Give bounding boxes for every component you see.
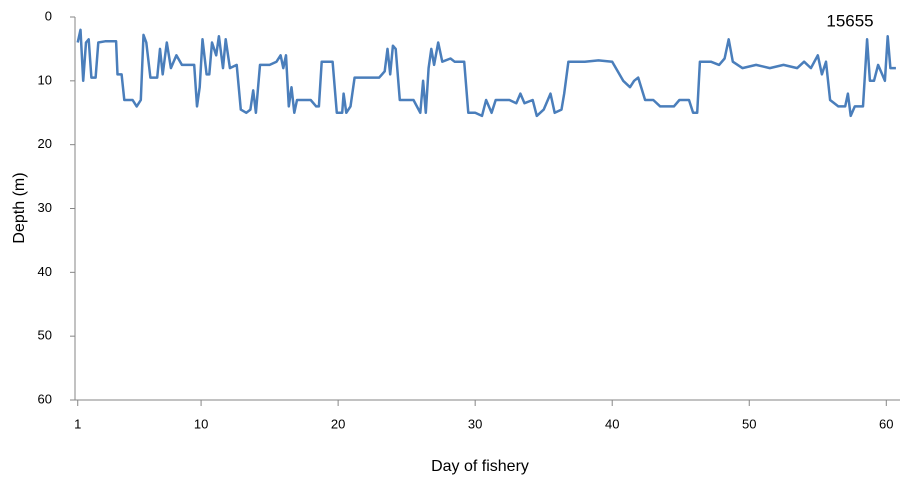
x-axis-label: Day of fishery xyxy=(431,458,529,475)
x-tick-label: 20 xyxy=(331,416,345,431)
y-axis-label: Depth (m) xyxy=(11,172,28,243)
y-tick-label: 20 xyxy=(38,136,52,151)
x-tick-label: 50 xyxy=(742,416,756,431)
x-tick-label: 60 xyxy=(879,416,893,431)
x-tick-label: 40 xyxy=(605,416,619,431)
depth-line xyxy=(76,28,896,118)
annotation: 15655 xyxy=(826,11,873,30)
y-tick-label: 10 xyxy=(38,72,52,87)
x-tick-label: 30 xyxy=(468,416,482,431)
x-tick-label: 1 xyxy=(74,416,81,431)
x-tick-label: 10 xyxy=(194,416,208,431)
y-tick-label: 30 xyxy=(38,200,52,215)
y-tick-label: 0 xyxy=(45,8,52,23)
y-tick-label: 40 xyxy=(38,264,52,279)
y-tick-label: 50 xyxy=(38,328,52,343)
y-tick-label: 60 xyxy=(38,391,52,406)
